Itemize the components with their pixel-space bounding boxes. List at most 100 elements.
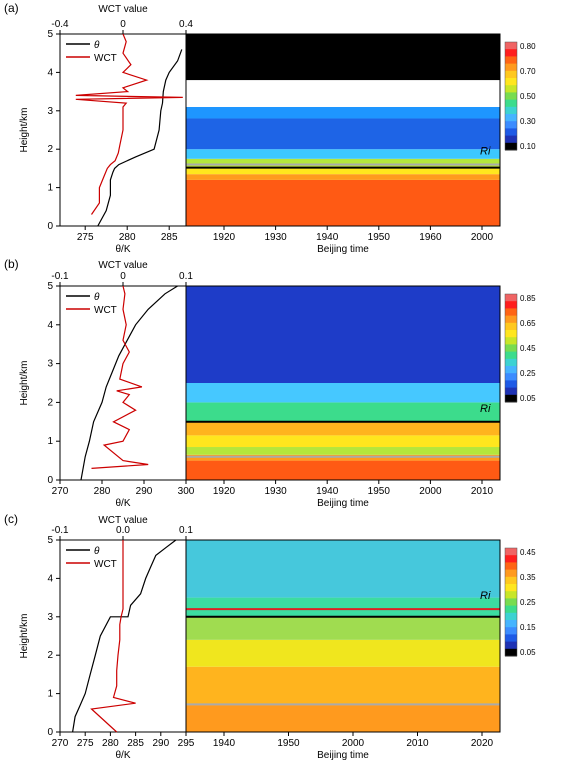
contour-layer bbox=[186, 460, 500, 480]
colorbar-segment bbox=[505, 584, 517, 592]
colorbar-segment bbox=[505, 562, 517, 571]
wct-tick-label: -0.1 bbox=[51, 525, 69, 536]
y-tick-label: 3 bbox=[47, 359, 53, 370]
colorbar-segment bbox=[505, 620, 517, 628]
colorbar-segment bbox=[505, 121, 517, 129]
colorbar-tick-label: 0.50 bbox=[520, 92, 536, 101]
wct-line bbox=[75, 33, 183, 215]
colorbar-segment bbox=[505, 605, 517, 614]
x-tick-label: 1930 bbox=[264, 232, 287, 243]
y-tick-label: 3 bbox=[47, 612, 53, 623]
colorbar-tick-label: 0.05 bbox=[520, 648, 536, 657]
x-axis-title: Beijing time bbox=[317, 498, 369, 509]
colorbar-segment bbox=[505, 106, 517, 115]
wct-tick-label: -0.1 bbox=[51, 271, 69, 282]
contour-layer bbox=[186, 639, 500, 667]
contour-layer bbox=[186, 118, 500, 150]
y-tick-label: 0 bbox=[47, 475, 53, 486]
y-tick-label: 3 bbox=[47, 106, 53, 117]
contour-layer bbox=[186, 106, 500, 119]
wct-axis-title: WCT value bbox=[98, 260, 148, 271]
theta-tick-label: 275 bbox=[77, 738, 94, 749]
legend-label: WCT bbox=[94, 559, 117, 570]
colorbar-segment bbox=[505, 337, 517, 345]
y-axis-title: Height/km bbox=[19, 107, 30, 152]
colorbar-tick-label: 0.10 bbox=[520, 142, 536, 151]
colorbar-segment bbox=[505, 42, 517, 50]
contour-layer bbox=[186, 705, 500, 732]
colorbar-tick-label: 0.85 bbox=[520, 294, 536, 303]
y-axis-title: Height/km bbox=[19, 613, 30, 658]
theta-tick-label: 285 bbox=[127, 738, 144, 749]
theta-tick-label: 280 bbox=[119, 232, 136, 243]
theta-tick-label: 290 bbox=[152, 738, 169, 749]
contour-layer bbox=[186, 179, 500, 226]
x-tick-label: 1950 bbox=[368, 232, 391, 243]
colorbar-segment bbox=[505, 373, 517, 381]
colorbar-tick-label: 0.15 bbox=[520, 623, 536, 632]
contour-layer bbox=[186, 174, 500, 180]
y-tick-label: 0 bbox=[47, 221, 53, 232]
colorbar-segment bbox=[505, 548, 517, 556]
y-tick-label: 0 bbox=[47, 727, 53, 738]
colorbar-segment bbox=[505, 78, 517, 86]
colorbar-segment bbox=[505, 366, 517, 374]
colorbar-tick-label: 0.25 bbox=[520, 369, 536, 378]
theta-tick-label: 270 bbox=[52, 486, 69, 497]
ri-annotation: Ri bbox=[480, 403, 491, 415]
colorbar-frame bbox=[504, 41, 518, 151]
colorbar-segment bbox=[505, 49, 517, 57]
profile-frame bbox=[59, 285, 187, 481]
wct-tick-label: 0.4 bbox=[179, 19, 193, 30]
y-tick-label: 2 bbox=[47, 397, 53, 408]
y-tick-label: 5 bbox=[47, 535, 53, 546]
wct-line bbox=[90, 540, 136, 733]
theta-line bbox=[72, 539, 177, 733]
colorbar-segment bbox=[505, 634, 517, 643]
contour-layer bbox=[186, 158, 500, 167]
wct-tick-label: 0.1 bbox=[179, 525, 193, 536]
theta-tick-label: 290 bbox=[136, 486, 153, 497]
x-tick-label: 1950 bbox=[368, 486, 391, 497]
colorbar-segment bbox=[505, 70, 517, 79]
colorbar-segment bbox=[505, 301, 517, 309]
colorbar-segment bbox=[505, 142, 517, 151]
x-tick-label: 2010 bbox=[471, 486, 494, 497]
x-tick-label: 1920 bbox=[213, 232, 236, 243]
theta-line bbox=[97, 49, 183, 227]
colorbar-tick-label: 0.45 bbox=[520, 548, 536, 557]
theta-axis-title: θ/K bbox=[115, 498, 130, 509]
theta-tick-label: 275 bbox=[77, 232, 94, 243]
contour-layer bbox=[186, 447, 500, 455]
ri-annotation: Ri bbox=[480, 146, 491, 158]
colorbar-tick-label: 0.70 bbox=[520, 67, 536, 76]
contour-layer bbox=[186, 666, 500, 706]
y-tick-label: 4 bbox=[47, 573, 53, 584]
wct-line bbox=[91, 285, 149, 469]
wct-tick-label: 0 bbox=[120, 271, 126, 282]
legend-label: θ bbox=[94, 546, 100, 557]
colorbar-segment bbox=[505, 648, 517, 657]
colorbar-segment bbox=[505, 641, 517, 650]
wct-tick-label: 0.1 bbox=[179, 271, 193, 282]
x-axis-title: Beijing time bbox=[317, 750, 369, 761]
y-tick-label: 4 bbox=[47, 320, 53, 331]
y-axis-title: Height/km bbox=[19, 360, 30, 405]
colorbar-segment bbox=[505, 56, 517, 65]
colorbar-frame bbox=[504, 293, 518, 403]
theta-axis-title: θ/K bbox=[115, 750, 130, 761]
theta-tick-label: 270 bbox=[52, 738, 69, 749]
panel-label: (b) bbox=[4, 257, 19, 271]
colorbar-segment bbox=[505, 85, 517, 93]
x-tick-label: 2000 bbox=[419, 486, 442, 497]
colorbar-segment bbox=[505, 380, 517, 389]
colorbar-tick-label: 0.65 bbox=[520, 319, 536, 328]
colorbar-segment bbox=[505, 128, 517, 137]
legend-label: θ bbox=[94, 40, 100, 51]
contour-layer bbox=[186, 80, 500, 107]
x-tick-label: 1940 bbox=[316, 232, 339, 243]
colorbar-segment bbox=[505, 308, 517, 317]
colorbar-tick-label: 0.25 bbox=[520, 598, 536, 607]
colorbar-segment bbox=[505, 627, 517, 635]
